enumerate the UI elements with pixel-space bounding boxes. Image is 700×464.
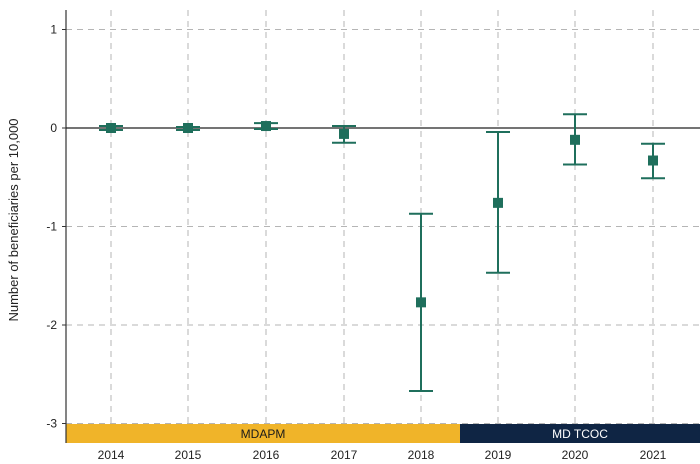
point-marker [106,123,116,133]
data-marks [99,113,665,392]
point-marker [416,297,426,308]
data-point-group [332,125,356,144]
period-band [66,424,460,443]
period-band-label: MDAPM [241,427,286,441]
x-tick-label: 2020 [562,448,589,462]
point-marker [261,121,271,132]
x-tick-label: 2018 [408,448,435,462]
grid-lines [66,10,700,424]
x-tick-label: 2015 [175,448,202,462]
period-band [460,424,700,443]
period-bands: MDAPM MD TCOC [66,424,700,443]
point-marker [493,197,503,208]
tick-labels: -3 -2 -1 0 1 2014 2015 2016 2017 2018 2019 2020 2021 [46,23,666,463]
point-marker [339,128,349,139]
data-point-group [254,121,278,132]
x-tick-label: 2016 [253,448,280,462]
y-tick-label: 1 [50,23,57,37]
y-axis-label: Number of beneficiaries per 10,000 [6,118,21,321]
x-tick-label: 2014 [98,448,125,462]
data-point-group [486,130,510,274]
point-marker [183,123,193,133]
point-marker [648,155,658,166]
y-tick-label: 0 [50,121,57,135]
data-point-group [563,113,587,166]
data-point-group [176,123,200,133]
period-band-label: MD TCOC [552,427,608,441]
axes [62,10,700,443]
x-tick-label: 2017 [331,448,358,462]
y-tick-label: -3 [46,417,57,431]
point-marker [570,134,580,145]
x-tick-label: 2019 [485,448,512,462]
data-point-group [409,212,433,392]
y-tick-label: -2 [46,318,57,332]
data-point-group [99,123,123,133]
x-tick-label: 2021 [640,448,667,462]
y-tick-label: -1 [46,220,57,234]
data-point-group [641,142,665,180]
